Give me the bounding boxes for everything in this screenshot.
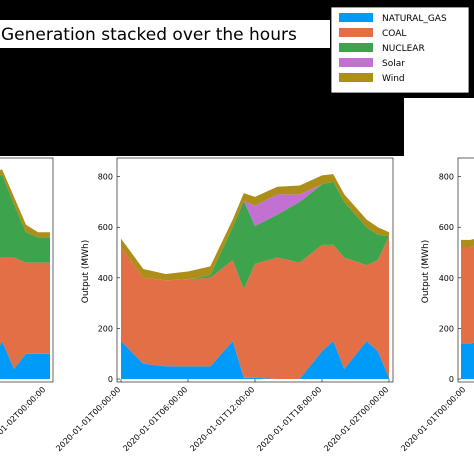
legend-label-nuclear: NUCLEAR [382, 44, 425, 54]
legend-label-natural_gas: NATURAL_GAS [382, 14, 447, 24]
panel-right: 0 200 400 600 800 Output (MWh) 2020-01-01T00:0… [399, 157, 474, 453]
legend-swatch-solar [339, 58, 373, 67]
area-wind [461, 238, 474, 248]
legend-label-coal: COAL [382, 29, 406, 39]
legend-swatch-wind [339, 73, 373, 82]
x-tick-label: 2020-01-01T00:00:00 [54, 385, 122, 453]
x-tick-label: 2020-01-01T06:00:00 [121, 385, 189, 453]
x-tick-label: 2020-01-01T18:00:00 [255, 385, 323, 453]
panel-center: 0 200 400 600 800 Output (MWh) 2020-01-01T00:0… [54, 157, 394, 453]
plot-frame [0, 157, 54, 383]
title-box [0, 20, 330, 48]
area-wind [0, 169, 50, 238]
plot-frame [457, 157, 474, 383]
y-tick-label: 0 [449, 375, 454, 384]
area-natural_gas [0, 341, 50, 379]
y-tick-label: 400 [98, 274, 113, 283]
chart-title: Generation stacked over the hours [1, 25, 297, 45]
legend-swatch-coal [339, 28, 373, 37]
legend-swatch-nuclear [339, 43, 373, 52]
area-coal [461, 246, 474, 344]
y-tick-label: 0 [108, 375, 113, 384]
y-tick-label: 400 [439, 274, 454, 283]
area-nuclear [0, 174, 50, 263]
area-nuclear [121, 181, 389, 290]
panel-left: 2020-01-02T00:00:00 [0, 157, 54, 453]
x-tick-label: 2020-01-01T12:00:00 [188, 385, 256, 453]
area-natural_gas [121, 341, 389, 379]
y-tick-label: 200 [439, 324, 454, 333]
y-tick-label: 800 [98, 173, 113, 182]
area-coal [121, 236, 389, 379]
x-tick-label: 2020-01-02T00:00:00 [322, 385, 390, 453]
x-tick-label: 2020-01-01T00:00:00 [399, 385, 467, 453]
legend-label-solar: Solar [382, 59, 405, 69]
y-tick-label: 200 [98, 324, 113, 333]
y-axis-label: Output (MWh) [81, 240, 91, 304]
legend-swatch-natural_gas [339, 13, 373, 22]
y-tick-label: 800 [439, 173, 454, 182]
y-axis-label: Output (MWh) [421, 240, 431, 304]
y-tick-label: 600 [439, 223, 454, 232]
legend-label-wind: Wind [382, 74, 405, 84]
y-tick-label: 600 [98, 223, 113, 232]
area-coal [0, 257, 50, 369]
area-natural_gas [461, 342, 474, 379]
legend: NATURAL_GAS COAL NUCLEAR Solar Wind [330, 6, 470, 94]
x-tick-label: 2020-01-02T00:00:00 [0, 385, 47, 453]
